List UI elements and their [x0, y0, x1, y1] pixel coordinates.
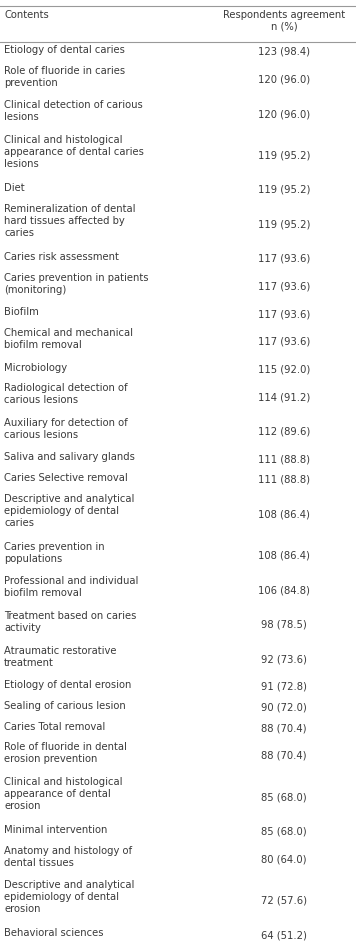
- Text: 117 (93.6): 117 (93.6): [258, 309, 310, 319]
- Text: Caries Total removal: Caries Total removal: [4, 721, 105, 732]
- Text: 91 (72.8): 91 (72.8): [261, 682, 307, 692]
- Text: 123 (98.4): 123 (98.4): [258, 46, 310, 57]
- Text: 64 (51.2): 64 (51.2): [261, 930, 307, 940]
- Text: 112 (89.6): 112 (89.6): [258, 427, 310, 436]
- Text: Contents: Contents: [4, 10, 49, 20]
- Text: Auxiliary for detection of
carious lesions: Auxiliary for detection of carious lesio…: [4, 418, 128, 440]
- Text: 90 (72.0): 90 (72.0): [261, 702, 307, 713]
- Text: 92 (73.6): 92 (73.6): [261, 654, 307, 665]
- Text: Behavioral sciences: Behavioral sciences: [4, 928, 104, 939]
- Text: 88 (70.4): 88 (70.4): [261, 723, 307, 734]
- Text: Respondents agreement
n (%): Respondents agreement n (%): [223, 10, 345, 31]
- Text: Microbiology: Microbiology: [4, 362, 67, 373]
- Text: Diet: Diet: [4, 183, 25, 193]
- Text: Saliva and salivary glands: Saliva and salivary glands: [4, 452, 135, 463]
- Text: Role of fluoride in dental
erosion prevention: Role of fluoride in dental erosion preve…: [4, 742, 127, 764]
- Text: 88 (70.4): 88 (70.4): [261, 751, 307, 761]
- Text: 98 (78.5): 98 (78.5): [261, 620, 307, 629]
- Text: 117 (93.6): 117 (93.6): [258, 254, 310, 264]
- Text: Caries risk assessment: Caries risk assessment: [4, 252, 119, 262]
- Text: 120 (96.0): 120 (96.0): [258, 109, 310, 119]
- Text: Biofilm: Biofilm: [4, 307, 39, 318]
- Text: 117 (93.6): 117 (93.6): [258, 282, 310, 291]
- Text: Sealing of carious lesion: Sealing of carious lesion: [4, 701, 126, 711]
- Text: 114 (91.2): 114 (91.2): [258, 392, 310, 402]
- Text: 85 (68.0): 85 (68.0): [261, 793, 307, 802]
- Text: 85 (68.0): 85 (68.0): [261, 827, 307, 837]
- Text: Professional and individual
biofilm removal: Professional and individual biofilm remo…: [4, 576, 138, 598]
- Text: Caries Selective removal: Caries Selective removal: [4, 473, 128, 483]
- Text: Chemical and mechanical
biofilm removal: Chemical and mechanical biofilm removal: [4, 328, 133, 350]
- Text: Descriptive and analytical
epidemiology of dental
caries: Descriptive and analytical epidemiology …: [4, 494, 135, 528]
- Text: Role of fluoride in caries
prevention: Role of fluoride in caries prevention: [4, 65, 125, 88]
- Text: Atraumatic restorative
treatment: Atraumatic restorative treatment: [4, 646, 117, 667]
- Text: Anatomy and histology of
dental tissues: Anatomy and histology of dental tissues: [4, 846, 132, 867]
- Text: Minimal intervention: Minimal intervention: [4, 825, 108, 835]
- Text: Clinical detection of carious
lesions: Clinical detection of carious lesions: [4, 100, 143, 122]
- Text: Radiological detection of
carious lesions: Radiological detection of carious lesion…: [4, 383, 128, 405]
- Text: Clinical and histological
appearance of dental caries
lesions: Clinical and histological appearance of …: [4, 135, 144, 169]
- Text: Caries prevention in
populations: Caries prevention in populations: [4, 542, 105, 564]
- Text: 106 (84.8): 106 (84.8): [258, 585, 310, 595]
- Text: 108 (86.4): 108 (86.4): [258, 509, 310, 520]
- Text: 119 (95.2): 119 (95.2): [258, 219, 310, 229]
- Text: 120 (96.0): 120 (96.0): [258, 75, 310, 84]
- Text: 111 (88.8): 111 (88.8): [258, 475, 310, 484]
- Text: 80 (64.0): 80 (64.0): [261, 854, 307, 865]
- Text: 108 (86.4): 108 (86.4): [258, 551, 310, 561]
- Text: 119 (95.2): 119 (95.2): [258, 151, 310, 160]
- Text: Etiology of dental caries: Etiology of dental caries: [4, 45, 125, 55]
- Text: Clinical and histological
appearance of dental
erosion: Clinical and histological appearance of …: [4, 776, 123, 811]
- Text: Treatment based on caries
activity: Treatment based on caries activity: [4, 611, 137, 633]
- Text: Descriptive and analytical
epidemiology of dental
erosion: Descriptive and analytical epidemiology …: [4, 881, 135, 914]
- Text: 72 (57.6): 72 (57.6): [261, 896, 307, 906]
- Text: 111 (88.8): 111 (88.8): [258, 454, 310, 465]
- Text: Caries prevention in patients
(monitoring): Caries prevention in patients (monitorin…: [4, 273, 149, 295]
- Text: 117 (93.6): 117 (93.6): [258, 337, 310, 347]
- Text: Remineralization of dental
hard tissues affected by
caries: Remineralization of dental hard tissues …: [4, 204, 136, 238]
- Text: 115 (92.0): 115 (92.0): [258, 364, 310, 374]
- Text: Etiology of dental erosion: Etiology of dental erosion: [4, 680, 132, 690]
- Text: 119 (95.2): 119 (95.2): [258, 185, 310, 195]
